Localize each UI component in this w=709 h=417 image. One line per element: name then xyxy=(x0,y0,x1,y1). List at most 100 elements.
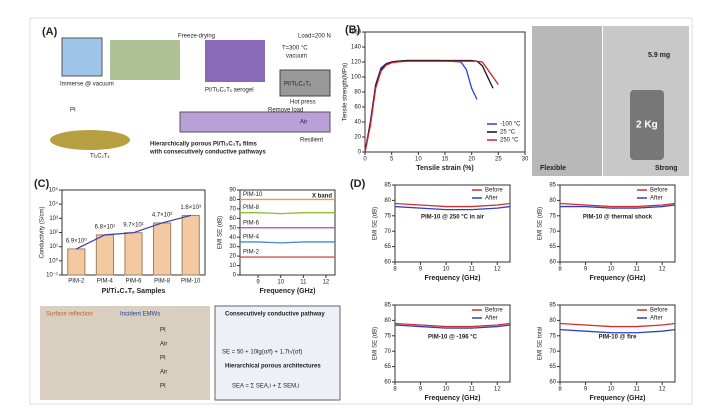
annotation: X band xyxy=(312,194,332,200)
y-tick-label: 65 xyxy=(384,244,391,250)
value-label: 4.7×10² xyxy=(152,213,173,219)
y-tick-label: 80 xyxy=(384,318,391,324)
scaffold xyxy=(110,40,180,80)
text: Load=200 N xyxy=(298,34,331,40)
layers xyxy=(40,306,210,400)
figure: (A) Immerse @ vacuum Freeze-drying PI/Ti… xyxy=(0,0,709,417)
y-tick-label: 90 xyxy=(229,188,236,194)
text: 5.9 mg xyxy=(648,52,670,59)
value-label: 6.9×10⁰ xyxy=(66,238,88,245)
text: Immerse @ vacuum xyxy=(60,82,114,88)
annotation: PIM-10 @ 250 °C in air xyxy=(421,215,485,221)
y-tick-label: 80 xyxy=(549,198,556,204)
text: T=300 °C xyxy=(282,46,308,52)
text: Hierarchical porous architectures xyxy=(225,364,321,370)
y-tick-label: 10⁵ xyxy=(49,187,59,194)
y-tick-label: 60 xyxy=(354,105,361,111)
y-tick-label: 10³ xyxy=(49,216,58,222)
y-axis-label: EMI SE (dB) xyxy=(538,207,544,240)
x-tick-label: 10 xyxy=(443,387,450,393)
text: PI xyxy=(160,328,166,334)
x-tick-label: PIM-10 xyxy=(181,279,201,285)
legend-entry: PIM-6 xyxy=(243,220,260,226)
legend-entry: Before xyxy=(485,188,503,194)
text: Hierarchically porous PI/Ti₃C₂Tₓ films xyxy=(150,142,258,148)
panel-label: (A) xyxy=(42,26,58,38)
text: Air xyxy=(160,342,167,348)
x-tick-label: 11 xyxy=(634,267,641,273)
text: Hot press xyxy=(290,100,316,106)
legend-entry: PIM-10 xyxy=(243,192,263,198)
text: Resilient xyxy=(300,138,323,144)
x-axis-label: Tensile strain (%) xyxy=(416,165,473,172)
x-tick-label: 25 xyxy=(495,157,502,163)
y-axis-label: EMI SE (dB) xyxy=(373,327,379,360)
y-tick-label: 60 xyxy=(384,380,391,386)
y-tick-label: 70 xyxy=(229,206,236,212)
x-axis-label: Frequency (GHz) xyxy=(259,288,315,295)
y-tick-label: 75 xyxy=(549,213,556,219)
legend-entry: -100 °C xyxy=(500,122,521,128)
x-tick-label: 12 xyxy=(659,267,666,273)
y-tick-label: 10² xyxy=(49,230,58,236)
y-tick-label: 65 xyxy=(549,364,556,370)
y-tick-label: 80 xyxy=(229,197,236,203)
legend-entry: After xyxy=(485,316,498,322)
y-tick-label: 10¹ xyxy=(49,244,58,250)
x-axis-label: Frequency (GHz) xyxy=(589,275,645,282)
x-tick-label: PIM-4 xyxy=(97,279,114,285)
text: Ti₃C₂Tₓ xyxy=(90,154,110,160)
x-axis-label: Frequency (GHz) xyxy=(424,395,480,402)
y-tick-label: 10⁻¹ xyxy=(46,273,58,279)
text: PI xyxy=(160,356,166,362)
legend-entry: PIM-2 xyxy=(243,250,260,256)
text: Consecutively conductive pathway xyxy=(225,312,325,318)
y-tick-label: 75 xyxy=(384,213,391,219)
bar xyxy=(125,233,142,275)
y-tick-label: 20 xyxy=(229,254,236,260)
x-tick-label: 10 xyxy=(608,387,615,393)
bar xyxy=(96,235,113,275)
text: Surface reflection xyxy=(46,312,93,318)
y-tick-label: 10 xyxy=(229,263,236,269)
legend-entry: After xyxy=(485,196,498,202)
text: SE = 50 + 10lg(σ/f) + 1.7t√(σf) xyxy=(222,349,302,356)
aerogel-block xyxy=(205,40,265,82)
bar xyxy=(182,215,199,275)
x-tick-label: PIM-8 xyxy=(154,279,171,285)
text: Freeze-drying xyxy=(178,34,215,40)
x-tick-label: 11 xyxy=(469,267,476,273)
x-axis-label: Frequency (GHz) xyxy=(589,395,645,402)
y-tick-label: 60 xyxy=(384,260,391,266)
film xyxy=(180,112,330,132)
value-label: 9.7×10¹ xyxy=(123,222,144,228)
y-tick-label: 75 xyxy=(549,333,556,339)
x-tick-label: 10 xyxy=(608,267,615,273)
y-tick-label: 40 xyxy=(229,235,236,241)
y-tick-label: 85 xyxy=(549,303,556,309)
x-tick-label: 12 xyxy=(323,280,330,286)
y-tick-label: 85 xyxy=(549,183,556,189)
mxene-fiber xyxy=(50,130,130,150)
y-tick-label: 85 xyxy=(384,183,391,189)
x-tick-label: 11 xyxy=(634,387,641,393)
x-tick-label: PIM-2 xyxy=(68,279,85,285)
value-label: 6.8×10¹ xyxy=(95,224,116,230)
y-axis-label: Conductivity (S/cm) xyxy=(40,206,46,258)
y-tick-label: 30 xyxy=(229,244,236,250)
x-tick-label: PIM-6 xyxy=(125,279,142,285)
panel-label: (C) xyxy=(34,178,50,190)
text: Remove load xyxy=(268,108,303,114)
y-axis-label: EMI SE (dB) xyxy=(218,216,224,249)
bar xyxy=(154,223,171,275)
legend-entry: After xyxy=(650,196,663,202)
text: PI xyxy=(70,108,76,114)
text: PI/Ti₃C₂Tₓ xyxy=(284,82,311,88)
x-tick-label: 11 xyxy=(300,280,307,286)
text: Air xyxy=(300,120,307,126)
x-tick-label: 12 xyxy=(659,387,666,393)
text: Flexible xyxy=(540,165,566,172)
y-tick-label: 100 xyxy=(351,75,362,81)
panel-label: (D) xyxy=(350,178,366,190)
text: 2 Kg xyxy=(636,120,658,131)
